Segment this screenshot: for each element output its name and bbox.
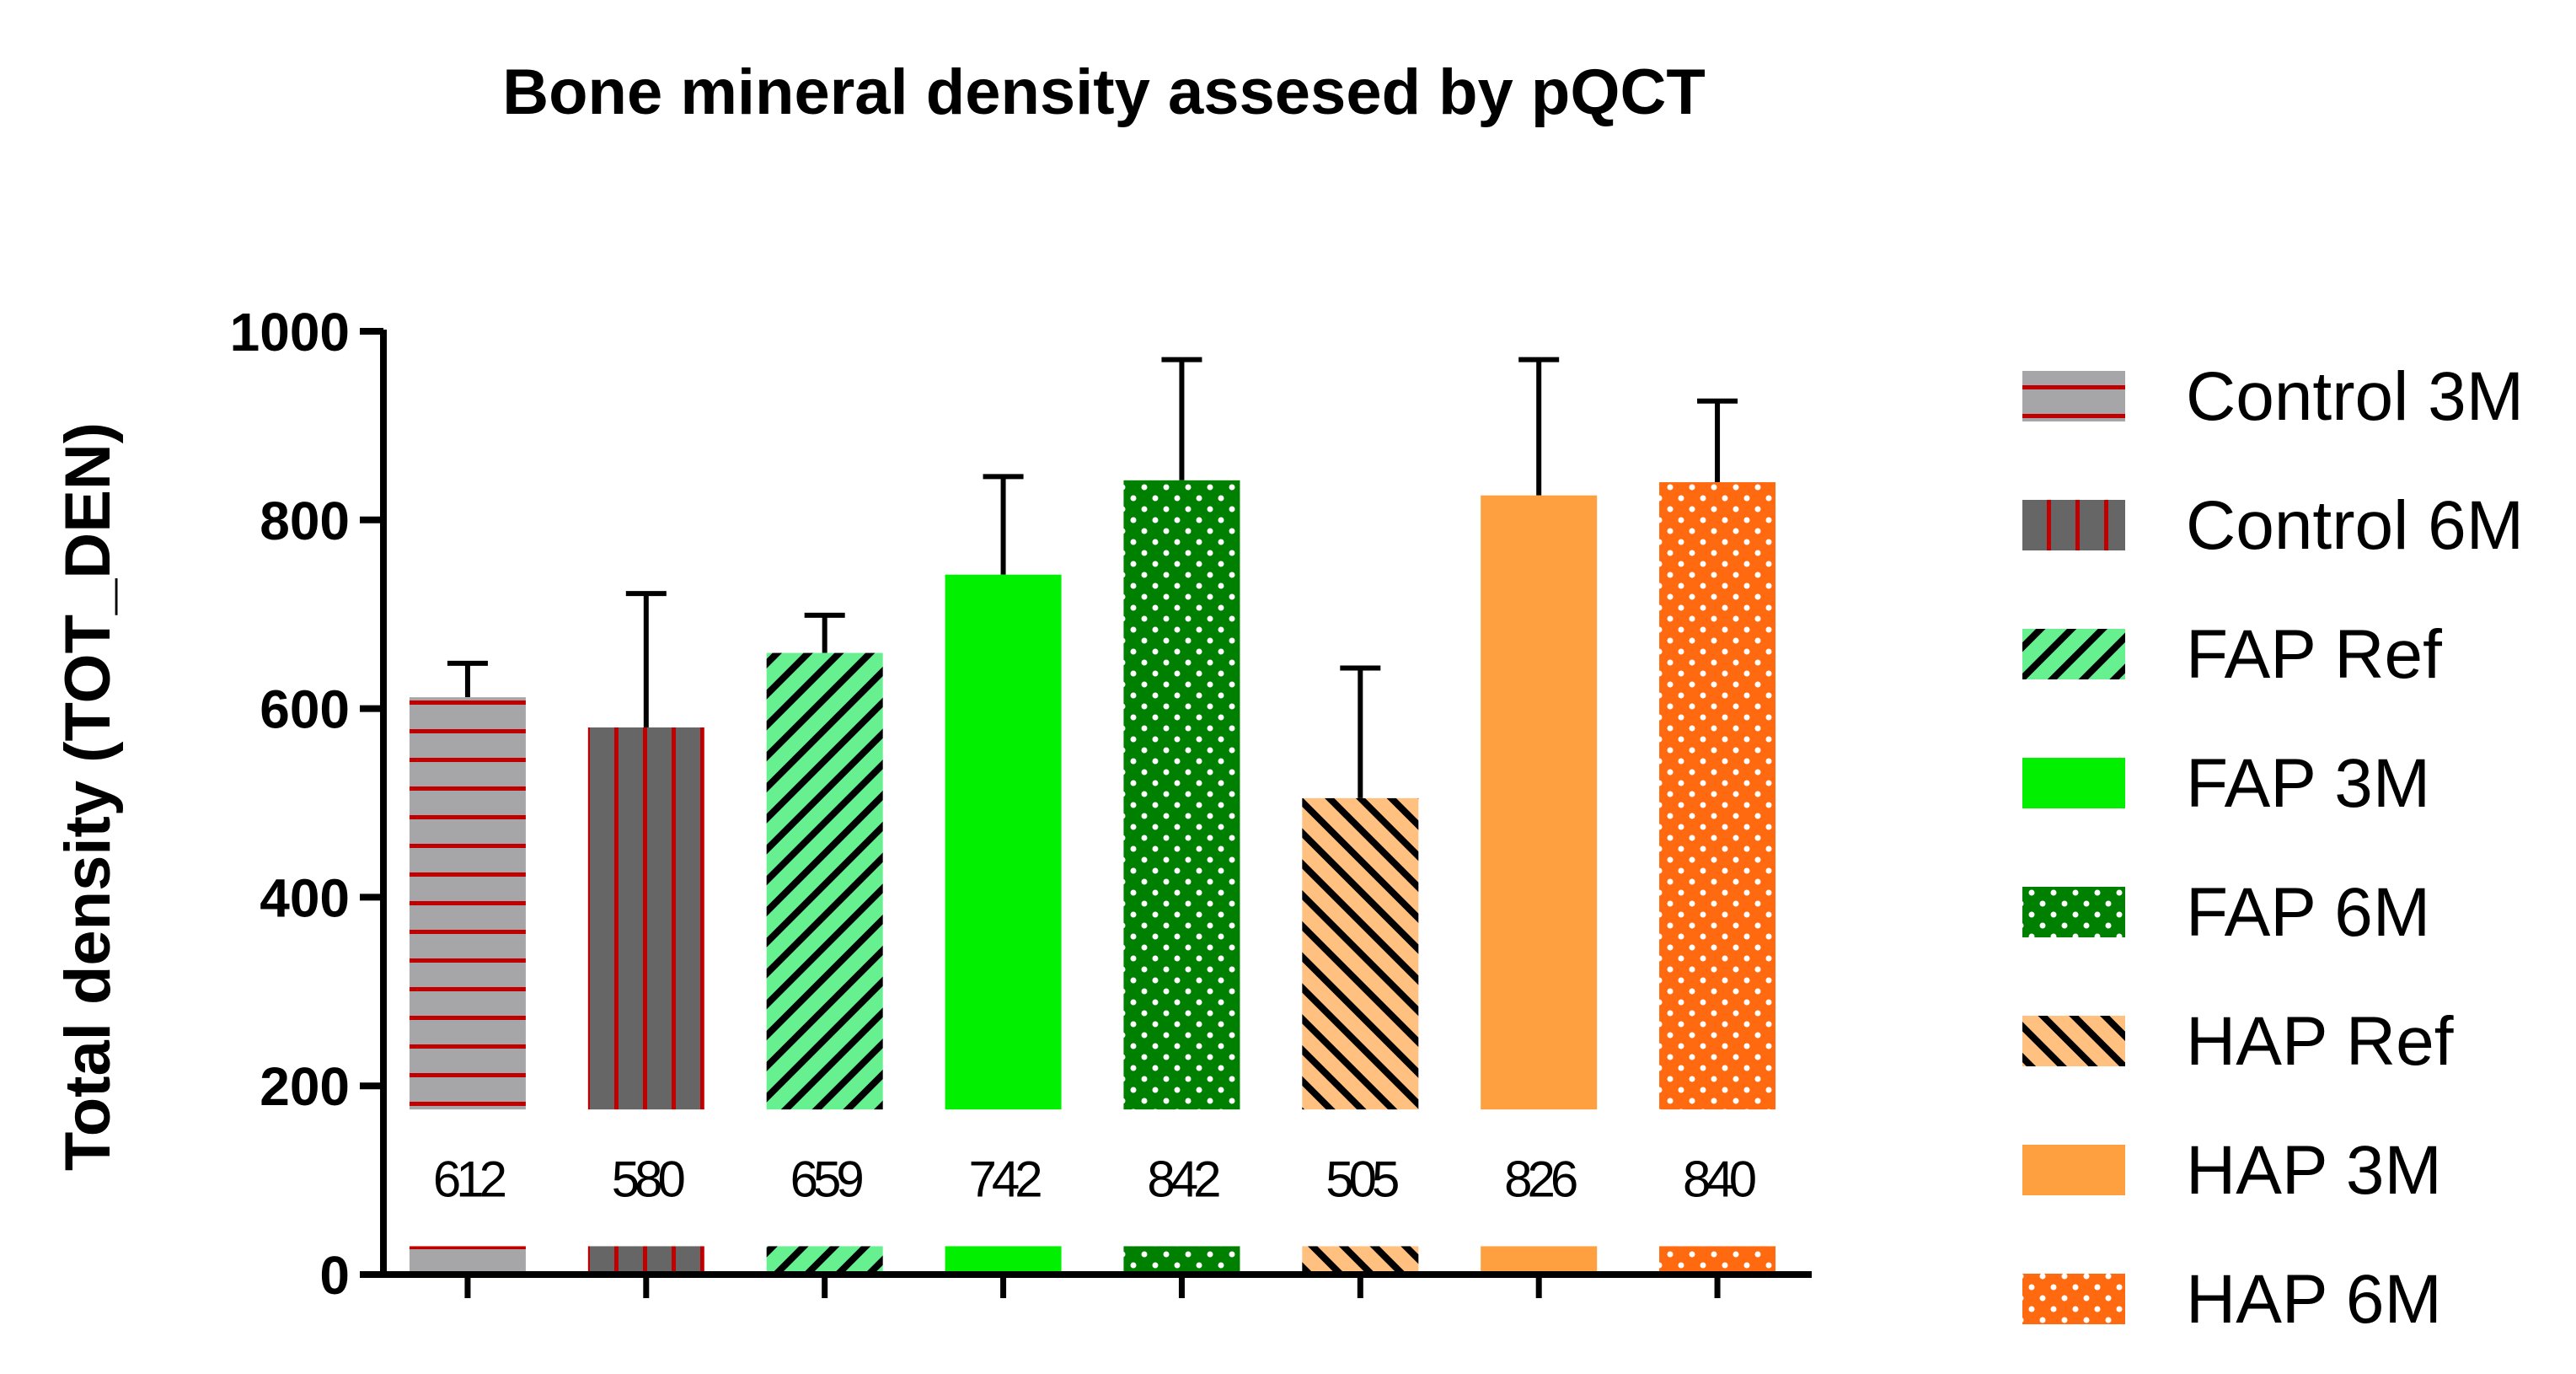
legend-label: HAP 6M [2186, 1261, 2442, 1338]
data-label: 840 [1683, 1151, 1756, 1207]
bar-label-band [586, 1109, 706, 1247]
bars-group: 612 580 659 742 842 505 826 840 [407, 357, 1778, 1271]
bar-label-band [1122, 1109, 1242, 1247]
bar-group: 659 [764, 612, 885, 1271]
legend-swatch [2022, 1145, 2125, 1195]
legend-label: HAP Ref [2186, 1003, 2454, 1080]
bar-group: 826 [1479, 357, 1599, 1271]
y-tick-label: 1000 [230, 302, 350, 362]
data-label: 505 [1325, 1151, 1398, 1207]
legend-swatch [2022, 1016, 2125, 1066]
bar-label-band [1658, 1109, 1778, 1247]
y-tick-label: 600 [260, 679, 350, 740]
legend-label: Control 3M [2186, 358, 2524, 435]
bar-label-band [943, 1109, 1063, 1247]
chart-title: Bone mineral density assesed by pQCT [502, 56, 1706, 128]
legend-item: FAP Ref [2022, 616, 2442, 693]
legend-swatch [2022, 629, 2125, 679]
bar-group: 742 [943, 474, 1063, 1271]
data-label: 742 [969, 1151, 1042, 1207]
y-axis-label: Total density (TOT_DEN) [52, 422, 124, 1171]
y-tick-label: 400 [260, 867, 350, 928]
y-tick-label: 0 [319, 1245, 350, 1306]
legend-swatch [2022, 371, 2125, 421]
legend-label: Control 6M [2186, 487, 2524, 564]
legend-swatch [2022, 887, 2125, 937]
bar-group: 612 [407, 660, 528, 1271]
data-label: 612 [433, 1151, 506, 1207]
legend-label: FAP 6M [2186, 874, 2430, 951]
data-label: 826 [1504, 1151, 1577, 1207]
legend-label: FAP 3M [2186, 745, 2430, 822]
legend: Control 3M Control 6M FAP Ref FAP 3M FAP 6M H… [2022, 358, 2524, 1338]
data-label: 842 [1147, 1151, 1219, 1207]
y-tick-label: 800 [260, 491, 350, 551]
bar-group: 842 [1122, 357, 1242, 1271]
bar-label-band [764, 1109, 885, 1247]
legend-swatch [2022, 1274, 2125, 1324]
bar-label-band [1479, 1109, 1599, 1247]
legend-label: FAP Ref [2186, 616, 2442, 693]
legend-swatch [2022, 758, 2125, 808]
bar-group: 505 [1300, 665, 1421, 1271]
legend-item: HAP Ref [2022, 1003, 2454, 1080]
legend-item: HAP 6M [2022, 1261, 2442, 1338]
data-label: 659 [790, 1151, 863, 1207]
bar-label-band [1300, 1109, 1421, 1247]
y-tick-label: 200 [260, 1056, 350, 1117]
legend-swatch [2022, 500, 2125, 550]
legend-item: HAP 3M [2022, 1132, 2442, 1209]
legend-label: HAP 3M [2186, 1132, 2442, 1209]
legend-item: FAP 3M [2022, 745, 2430, 822]
bar-label-band [407, 1109, 528, 1247]
legend-item: Control 6M [2022, 487, 2524, 564]
legend-item: Control 3M [2022, 358, 2524, 435]
legend-item: FAP 6M [2022, 874, 2430, 951]
bar-group: 580 [586, 591, 706, 1271]
bar-group: 840 [1658, 398, 1778, 1271]
data-label: 580 [612, 1151, 685, 1207]
axes: 0 200 400 600 800 1000 [230, 302, 1812, 1306]
